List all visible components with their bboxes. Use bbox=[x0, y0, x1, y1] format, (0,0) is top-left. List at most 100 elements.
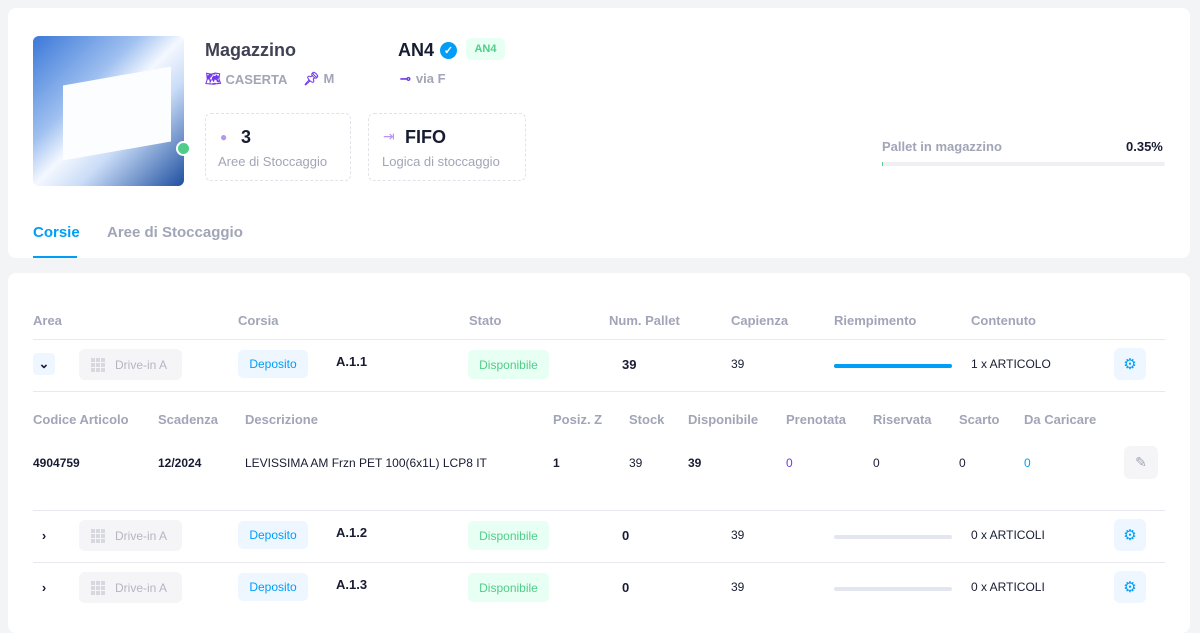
map-icon: 🗺︎ bbox=[205, 71, 222, 86]
fill-bar bbox=[834, 587, 952, 591]
pallet-value: 0.35% bbox=[1126, 139, 1163, 154]
stat-storage-areas: ● 3 Aree di Stoccaggio bbox=[205, 113, 351, 181]
contenuto: 1 x ARTICOLO bbox=[971, 357, 1051, 371]
article-prenotata[interactable]: 0 bbox=[786, 456, 793, 470]
area-text: Drive-in A bbox=[115, 357, 168, 372]
online-status-dot bbox=[176, 141, 191, 156]
fill-bar bbox=[834, 535, 952, 539]
col-contenuto: Contenuto bbox=[971, 313, 1036, 328]
city: 🗺︎ CASERTA bbox=[205, 71, 287, 87]
divider bbox=[33, 510, 1165, 511]
enter-icon: ⇥ bbox=[383, 128, 395, 144]
chevron-right-icon: › bbox=[41, 579, 47, 595]
capienza: 39 bbox=[731, 357, 745, 371]
num-pallet: 0 bbox=[622, 580, 630, 595]
type-badge: Deposito bbox=[238, 350, 308, 378]
corsia-code: A.1.1 bbox=[336, 354, 368, 369]
type-badge: Deposito bbox=[238, 521, 308, 549]
col-da-caricare: Da Caricare bbox=[1024, 412, 1097, 427]
stat-value: FIFO bbox=[405, 127, 446, 147]
settings-button[interactable]: ⚙ bbox=[1114, 571, 1146, 603]
settings-button[interactable]: ⚙ bbox=[1114, 348, 1146, 380]
status-badge: Disponibile bbox=[468, 521, 549, 550]
address: ⊸ via F bbox=[400, 71, 446, 87]
area-chip: Drive-in A bbox=[79, 349, 182, 380]
article-posiz-z: 1 bbox=[553, 456, 560, 470]
col-disponibile: Disponibile bbox=[688, 412, 759, 427]
col-descrizione: Descrizione bbox=[245, 412, 318, 427]
code-badge: AN4 bbox=[466, 38, 505, 60]
col-capienza: Capienza bbox=[731, 313, 789, 328]
fill-bar-value bbox=[834, 364, 952, 368]
col-codice-articolo: Codice Articolo bbox=[33, 412, 129, 427]
num-pallet: 0 bbox=[622, 528, 630, 543]
pallet-progress bbox=[882, 162, 1165, 166]
location-icon: ● bbox=[220, 130, 228, 144]
grid-icon bbox=[91, 357, 105, 372]
status-badge: Disponibile bbox=[468, 573, 549, 602]
num-pallet: 39 bbox=[622, 357, 637, 372]
chevron-down-icon: ⌄ bbox=[38, 356, 50, 371]
stat-label: Logica di stoccaggio bbox=[382, 154, 500, 169]
col-scarto: Scarto bbox=[959, 412, 1000, 427]
col-stato: Stato bbox=[469, 313, 502, 328]
chevron-right-icon: › bbox=[41, 527, 47, 543]
divider bbox=[33, 562, 1165, 563]
gear-icon: ⚙ bbox=[1123, 356, 1137, 373]
article-expiry: 12/2024 bbox=[158, 456, 202, 470]
collapse-toggle[interactable]: ⌄ bbox=[33, 353, 55, 375]
status-badge: Disponibile bbox=[468, 350, 549, 379]
area-chip: Drive-in A bbox=[79, 572, 182, 603]
settings-button[interactable]: ⚙ bbox=[1114, 519, 1146, 551]
gear-icon: ⚙ bbox=[1123, 579, 1137, 596]
divider bbox=[33, 339, 1165, 340]
gear-icon: ⚙ bbox=[1123, 527, 1137, 544]
pallet-progress-fill bbox=[882, 162, 883, 166]
article-disponibile: 39 bbox=[688, 456, 702, 470]
article-riservata: 0 bbox=[873, 456, 880, 470]
corsia-code: A.1.2 bbox=[336, 525, 368, 540]
area-text: Drive-in A bbox=[115, 580, 168, 595]
signpost-icon: ⊸ bbox=[400, 71, 411, 86]
stat-value: 3 bbox=[241, 127, 252, 147]
warehouse-label: Magazzino bbox=[205, 40, 297, 60]
pallet-label: Pallet in magazzino bbox=[882, 139, 1002, 154]
contenuto: 0 x ARTICOLI bbox=[971, 528, 1045, 542]
tab-aree-stoccaggio[interactable]: Aree di Stoccaggio bbox=[107, 224, 243, 241]
col-area: Area bbox=[33, 313, 62, 328]
tab-corsie[interactable]: Corsie bbox=[33, 224, 80, 241]
scrollbar[interactable] bbox=[1192, 0, 1200, 614]
address-text: via F bbox=[415, 71, 446, 86]
tab-active-indicator bbox=[33, 256, 77, 258]
fill-bar bbox=[834, 364, 952, 368]
warehouse-code: AN4 ✓ bbox=[398, 40, 458, 61]
corsie-table-card bbox=[8, 273, 1190, 633]
edit-button[interactable]: ✎ bbox=[1124, 446, 1158, 479]
grid-icon bbox=[91, 528, 105, 543]
col-scadenza: Scadenza bbox=[158, 412, 218, 427]
contenuto: 0 x ARTICOLI bbox=[971, 580, 1045, 594]
expand-toggle[interactable]: › bbox=[33, 524, 55, 546]
col-corsia: Corsia bbox=[238, 313, 279, 328]
article-scarto: 0 bbox=[959, 456, 966, 470]
pin: 📌︎ M bbox=[303, 71, 334, 87]
expand-toggle[interactable]: › bbox=[33, 576, 55, 598]
col-num-pallet: Num. Pallet bbox=[609, 313, 680, 328]
col-riempimento: Riempimento bbox=[834, 313, 917, 328]
city-text: CASERTA bbox=[225, 71, 288, 87]
area-text: Drive-in A bbox=[115, 528, 168, 543]
article-da-caricare[interactable]: 0 bbox=[1024, 456, 1031, 470]
warehouse-image bbox=[33, 36, 184, 186]
grid-icon bbox=[91, 580, 105, 595]
pin-text: M bbox=[323, 71, 335, 86]
article-description: LEVISSIMA AM Frzn PET 100(6x1L) LCP8 IT bbox=[245, 456, 487, 470]
col-posiz-z: Posiz. Z bbox=[553, 412, 603, 427]
area-chip: Drive-in A bbox=[79, 520, 182, 551]
article-code: 4904759 bbox=[33, 456, 80, 470]
col-stock: Stock bbox=[629, 412, 665, 427]
divider bbox=[33, 391, 1165, 392]
type-badge: Deposito bbox=[238, 573, 308, 601]
warehouse-header-card: Magazzino 🗺︎ CASERTA 📌︎ M AN4 ✓ AN4 ⊸ via F… bbox=[8, 8, 1190, 258]
verified-icon: ✓ bbox=[440, 42, 458, 59]
col-prenotata: Prenotata bbox=[786, 412, 846, 427]
